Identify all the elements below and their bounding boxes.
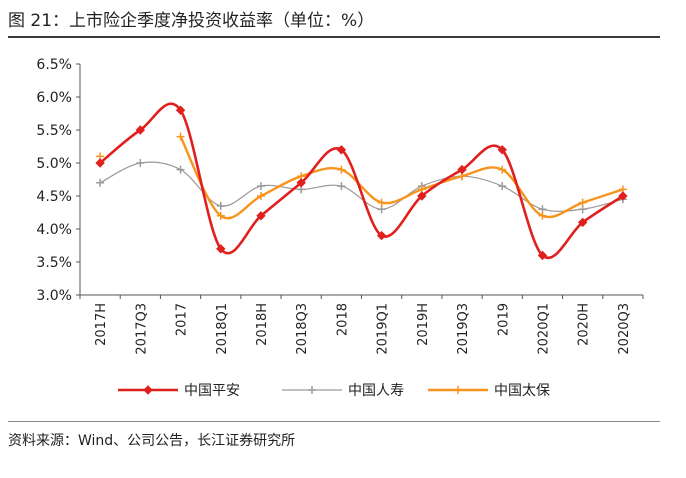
- data-point: [337, 165, 346, 174]
- y-tick-label: 4.5%: [36, 189, 72, 205]
- chart-title: 图 21：上市险企季度净投资收益率（单位：%）: [8, 11, 375, 31]
- data-point: [336, 145, 347, 155]
- data-point: [256, 182, 265, 191]
- footer-rule: [8, 421, 660, 422]
- data-point: [537, 250, 548, 261]
- series-3: [96, 132, 627, 220]
- data-point: [256, 211, 266, 221]
- x-tick-label: 2020Q3: [617, 303, 632, 355]
- series-layer: [95, 102, 628, 261]
- data-point: [176, 165, 185, 174]
- data-point: [417, 191, 427, 201]
- legend-marker: [454, 386, 462, 394]
- x-tick-label: 2019Q3: [456, 303, 471, 355]
- x-tick-label: 2017: [175, 303, 190, 336]
- chart-legend: 中国平安 中国人寿 中国太保: [118, 382, 550, 399]
- series-1: [95, 102, 628, 261]
- data-point: [498, 165, 507, 174]
- y-tick-label: 5.5%: [36, 123, 72, 139]
- data-point: [175, 105, 186, 115]
- legend-marker: [308, 386, 316, 394]
- series-line: [99, 161, 624, 212]
- data-point: [497, 145, 507, 155]
- data-point: [578, 198, 587, 207]
- y-tick-label: 3.0%: [36, 288, 72, 304]
- data-point: [337, 182, 346, 191]
- legend-label: 中国人寿: [348, 382, 404, 399]
- x-tick-label: 2017Q3: [134, 303, 149, 355]
- data-point: [457, 164, 467, 175]
- legend-label: 中国太保: [494, 383, 550, 399]
- data-point: [135, 125, 146, 135]
- data-point: [377, 198, 386, 207]
- data-point: [538, 211, 547, 220]
- data-point: [618, 191, 628, 201]
- chart-axes: 3.0% 3.5% 4.0% 4.5% 5.0% 5.5% 6.0% 6.5% 2017H 201…: [36, 57, 644, 355]
- x-tick-label: 2019H: [416, 303, 431, 346]
- data-point: [216, 201, 225, 210]
- legend-marker: [143, 385, 153, 395]
- legend-label: 中国平安: [184, 383, 240, 399]
- data-point: [256, 192, 265, 200]
- x-tick-label: 2020Q1: [536, 303, 551, 355]
- data-point: [376, 230, 387, 241]
- source-note: 资料来源：Wind、公司公告，长江证券研究所: [8, 433, 296, 449]
- data-point: [577, 217, 588, 228]
- series-line: [99, 102, 624, 260]
- x-tick-label: 2018Q1: [215, 303, 230, 355]
- x-tick-label: 2020H: [577, 303, 592, 346]
- y-tick-label: 3.5%: [36, 255, 72, 271]
- x-tick-label: 2019Q1: [376, 303, 391, 355]
- data-point: [216, 211, 225, 220]
- y-tick-label: 6.0%: [36, 90, 72, 106]
- data-point: [176, 132, 185, 141]
- x-tick-label: 2018Q3: [295, 303, 310, 355]
- data-point: [216, 244, 226, 254]
- data-point: [96, 178, 105, 187]
- data-point: [296, 178, 306, 188]
- series-line: [179, 136, 624, 220]
- data-point: [95, 158, 105, 168]
- x-tick-label: 2018H: [255, 303, 270, 346]
- y-tick-label: 4.0%: [36, 222, 72, 238]
- data-point: [136, 159, 145, 167]
- x-tick-label: 2019: [496, 303, 511, 336]
- title-rule: [8, 36, 660, 38]
- x-tick-label: 2017H: [94, 303, 109, 346]
- x-tick-label: 2018: [335, 303, 350, 336]
- data-point: [498, 182, 507, 191]
- y-tick-label: 6.5%: [36, 57, 72, 73]
- y-tick-label: 5.0%: [36, 156, 72, 172]
